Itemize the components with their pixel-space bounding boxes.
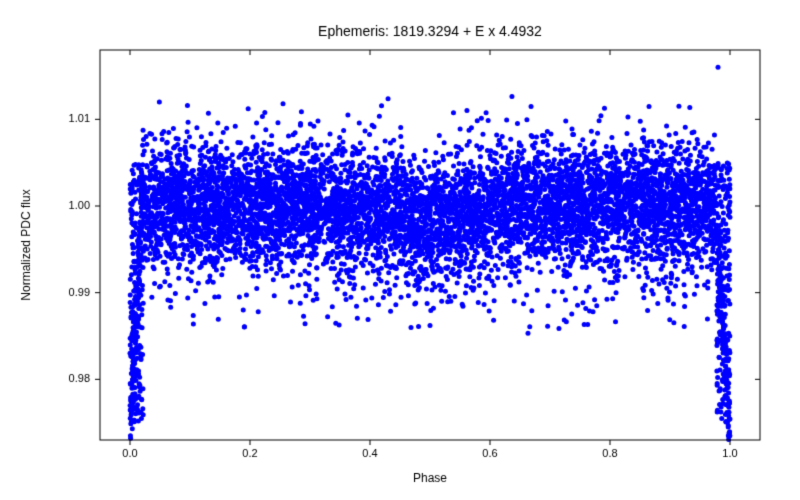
chart-canvas (0, 0, 800, 500)
phase-folded-lightcurve-chart (0, 0, 800, 500)
